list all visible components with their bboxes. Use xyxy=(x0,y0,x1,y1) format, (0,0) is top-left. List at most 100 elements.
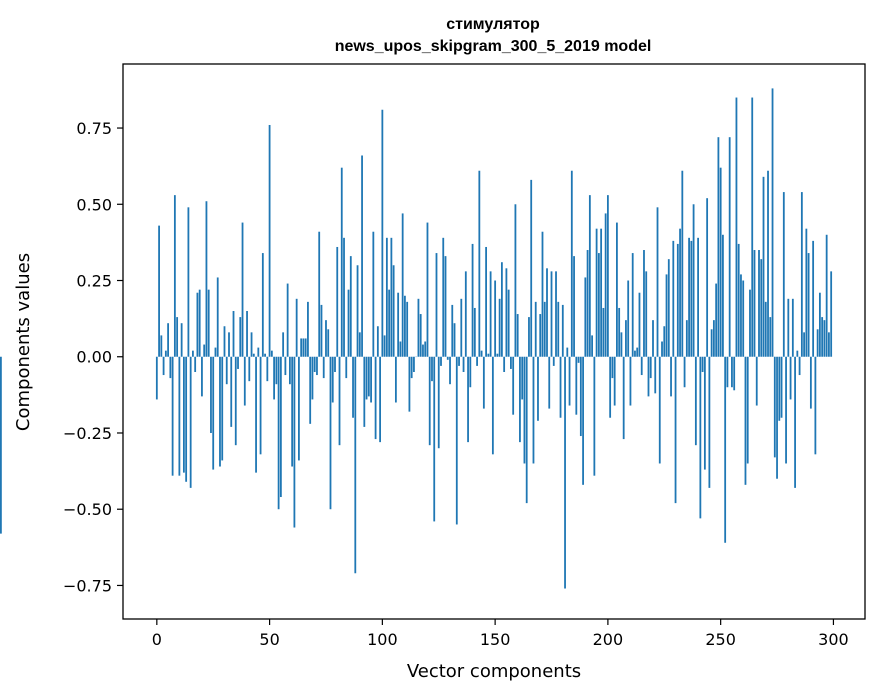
bar xyxy=(273,356,275,400)
bar xyxy=(173,195,176,357)
bar xyxy=(519,356,521,443)
bar xyxy=(514,204,517,357)
bar xyxy=(595,228,598,357)
bar xyxy=(593,356,596,476)
bar xyxy=(277,356,280,510)
bar xyxy=(719,167,722,357)
bar xyxy=(462,356,465,372)
bar xyxy=(288,356,291,385)
y-tick-label: 0.00 xyxy=(76,348,112,367)
bar xyxy=(564,356,566,589)
bar xyxy=(744,356,747,485)
bar xyxy=(307,301,309,357)
x-tick-label: 300 xyxy=(818,630,849,649)
bar xyxy=(776,356,778,479)
bar xyxy=(649,356,652,379)
bar xyxy=(566,347,569,357)
bar xyxy=(458,356,460,366)
bar xyxy=(579,356,582,437)
bar xyxy=(0,356,2,534)
bar xyxy=(791,298,794,357)
bar xyxy=(446,356,449,360)
bar xyxy=(171,356,174,476)
bar xyxy=(435,253,438,357)
bar xyxy=(640,356,643,376)
x-tick-label: 50 xyxy=(259,630,279,649)
bar xyxy=(548,356,551,409)
bar xyxy=(449,356,451,385)
bar xyxy=(706,198,709,357)
bar xyxy=(703,356,706,470)
bar xyxy=(392,265,395,357)
bar xyxy=(500,262,503,357)
bar xyxy=(158,225,160,357)
bar xyxy=(381,109,384,357)
bar xyxy=(582,356,584,485)
bar xyxy=(232,311,235,357)
bar xyxy=(654,356,657,394)
bar xyxy=(282,332,285,357)
bar xyxy=(316,356,318,376)
bar xyxy=(552,356,555,366)
chart-title: стимулятор xyxy=(446,16,540,33)
bar xyxy=(825,234,828,357)
bar xyxy=(573,256,575,357)
bar xyxy=(169,356,172,379)
bar xyxy=(697,237,699,357)
bar xyxy=(394,356,397,403)
bar xyxy=(828,332,830,357)
bar xyxy=(636,347,639,357)
bar xyxy=(422,344,424,357)
bar xyxy=(413,356,415,372)
bar xyxy=(794,356,796,488)
bar xyxy=(699,356,702,519)
bar xyxy=(541,231,544,357)
bar xyxy=(399,341,402,357)
plot-frame xyxy=(122,63,866,620)
bar xyxy=(252,353,255,357)
y-axis-label: Components values xyxy=(13,253,34,431)
bar xyxy=(196,292,199,357)
bar xyxy=(419,314,422,357)
bar xyxy=(546,268,548,357)
bar xyxy=(385,237,388,357)
bar xyxy=(521,356,524,400)
bar xyxy=(681,170,684,357)
bar xyxy=(367,356,370,397)
bar xyxy=(742,280,745,357)
y-tick-label: 0.75 xyxy=(76,119,112,138)
bar xyxy=(557,301,560,357)
bar xyxy=(284,356,287,376)
bar xyxy=(203,344,206,357)
chart-subtitle: news_upos_skipgram_300_5_2019 model xyxy=(335,38,652,55)
bar xyxy=(780,356,783,418)
y-tick-label: −0.75 xyxy=(63,576,112,595)
bar xyxy=(189,356,192,488)
bar xyxy=(690,240,693,357)
bar xyxy=(814,356,817,455)
bar xyxy=(182,356,185,473)
bar xyxy=(701,356,704,372)
bar xyxy=(440,356,442,366)
bar xyxy=(629,356,632,406)
bar xyxy=(286,283,289,357)
bar xyxy=(352,356,354,418)
bar xyxy=(485,246,487,357)
bar xyxy=(625,320,627,357)
bar xyxy=(751,97,754,357)
bar xyxy=(771,88,774,357)
bar xyxy=(830,271,833,357)
y-axis-ticks: −0.75 −0.50 −0.25 0.00 0.25 0.50 0.75 xyxy=(63,119,123,595)
y-tick-label: −0.25 xyxy=(63,424,112,443)
y-tick-label: 0.50 xyxy=(76,195,112,214)
bar xyxy=(295,298,298,357)
bar xyxy=(311,356,314,400)
bar xyxy=(789,356,792,400)
bar xyxy=(275,356,278,385)
bar xyxy=(604,213,607,357)
bar xyxy=(597,253,600,357)
bar xyxy=(778,356,781,421)
bar xyxy=(491,356,494,455)
bar xyxy=(264,353,266,357)
